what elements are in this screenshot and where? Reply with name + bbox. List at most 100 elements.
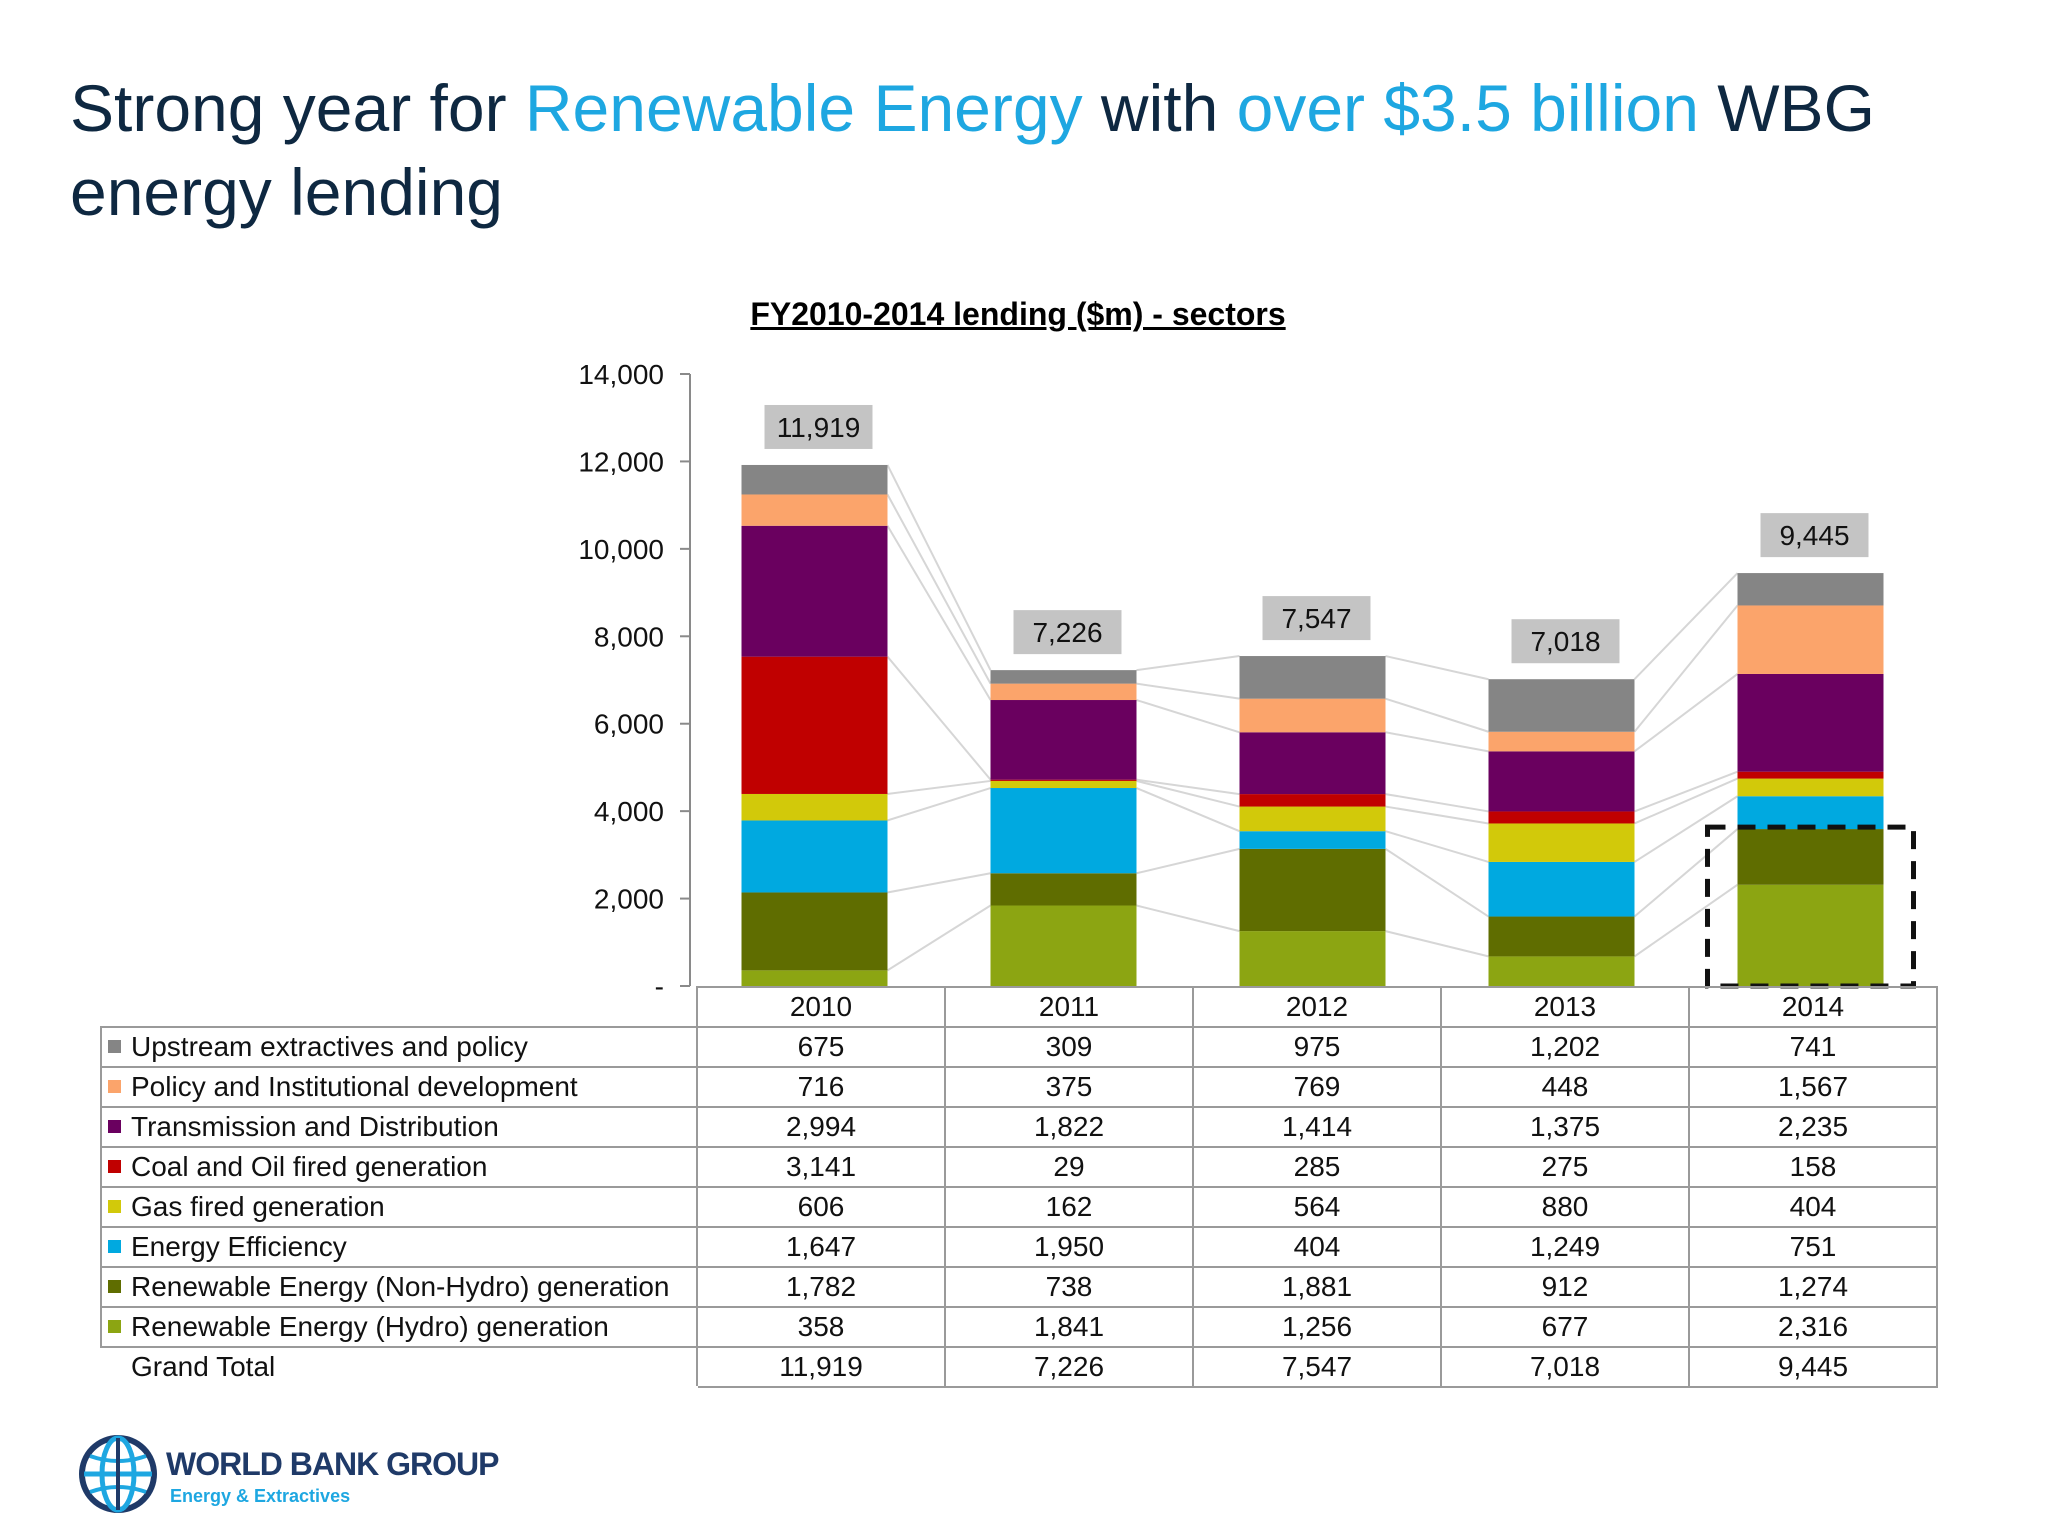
legend-label: Coal and Oil fired generation: [131, 1151, 488, 1182]
data-label: 375: [944, 1066, 1194, 1108]
connector-line: [1384, 848, 1490, 918]
connector-line: [1385, 793, 1489, 813]
x-tick-label: 2010: [696, 986, 946, 1028]
total-value: 7,018: [1440, 1346, 1690, 1388]
legend-label: Upstream extractives and policy: [131, 1031, 528, 1062]
legend-entry: Energy Efficiency: [100, 1226, 698, 1268]
data-label: 1,202: [1440, 1026, 1690, 1068]
connector-line: [1634, 770, 1738, 813]
globe-icon: [79, 1435, 157, 1513]
data-label: 564: [1192, 1186, 1442, 1228]
table-total-row: Grand Total 11,919 7,226 7,547 7,018 9,445: [100, 1346, 1938, 1388]
connector-line: [887, 872, 991, 894]
data-label: 1,256: [1192, 1306, 1442, 1348]
data-label: 404: [1688, 1186, 1938, 1228]
table-corner: [101, 987, 697, 1027]
data-label: 1,647: [696, 1226, 946, 1268]
data-label: 2,994: [696, 1106, 946, 1148]
total-row-label: Grand Total: [100, 1346, 698, 1388]
connector-line: [886, 904, 992, 972]
data-label: 675: [696, 1026, 946, 1068]
total-value: 7,226: [944, 1346, 1194, 1388]
legend-swatch: [108, 1240, 121, 1254]
bar-segment: [1488, 916, 1635, 957]
bar-segment: [1737, 673, 1884, 772]
connector-line: [1633, 883, 1739, 958]
logo-name: WORLD BANK GROUP: [166, 1446, 499, 1482]
y-tick-label: 10,000: [578, 534, 664, 565]
data-label: 404: [1192, 1226, 1442, 1268]
total-value: 7,547: [1192, 1346, 1442, 1388]
x-tick-label: 2012: [1192, 986, 1442, 1028]
bar-segment: [1737, 605, 1884, 674]
table-header-row: 2010 2011 2012 2013 2014: [101, 986, 1938, 1028]
legend-swatch: [108, 1040, 121, 1054]
connector-line: [1136, 699, 1240, 734]
legend-entry: Renewable Energy (Hydro) generation: [100, 1306, 698, 1348]
highlight-dashed-box: [1705, 824, 1916, 989]
bar-stacks: [741, 464, 1884, 986]
y-axis: - 2,000 4,000 6,000 8,000 10,000 12,000 14,000: [578, 359, 691, 1002]
data-label: 158: [1688, 1146, 1938, 1188]
connector-line: [1385, 830, 1489, 863]
bar-segment: [990, 700, 1137, 780]
total-label: 9,445: [1779, 520, 1849, 551]
x-tick-label: 2013: [1440, 986, 1690, 1028]
bar-segment: [1488, 731, 1635, 752]
legend-label: Gas fired generation: [131, 1191, 385, 1222]
total-label-box: [764, 404, 873, 449]
data-label: 162: [944, 1186, 1194, 1228]
data-label: 912: [1440, 1266, 1690, 1308]
x-tick-label: 2014: [1688, 986, 1938, 1028]
data-label: 880: [1440, 1186, 1690, 1228]
data-label: 741: [1688, 1026, 1938, 1068]
data-label: 1,414: [1192, 1106, 1442, 1148]
connector-line: [886, 464, 992, 671]
total-label-box: [1760, 513, 1869, 558]
data-label: 1,274: [1688, 1266, 1938, 1308]
connector-line: [1136, 682, 1240, 700]
total-value: 9,445: [1688, 1346, 1938, 1388]
table-row: Transmission and Distribution 2,994 1,822 1…: [100, 1106, 1938, 1148]
bar-segment: [1488, 956, 1635, 986]
connector-line: [1136, 779, 1240, 808]
y-tick-label: -: [655, 971, 664, 1002]
total-label-box: [1262, 596, 1371, 641]
legend-label: Renewable Energy (Non-Hydro) generation: [131, 1271, 670, 1302]
legend-label: Transmission and Distribution: [131, 1111, 499, 1142]
connector-line: [887, 779, 991, 795]
connector-line: [1385, 731, 1489, 753]
legend-label: Renewable Energy (Hydro) generation: [131, 1311, 609, 1342]
y-tick-label: 14,000: [578, 359, 664, 390]
legend-entry: Gas fired generation: [100, 1186, 698, 1228]
data-label: 285: [1192, 1146, 1442, 1188]
bar-segment: [990, 905, 1137, 986]
title-highlight-renewable: Renewable Energy: [524, 71, 1083, 145]
legend-swatch: [108, 1280, 121, 1294]
data-label: 275: [1440, 1146, 1690, 1188]
legend-label: Policy and Institutional development: [131, 1071, 578, 1102]
title-part-5: WBG energy lending: [70, 71, 1875, 229]
bar-segment: [741, 892, 888, 971]
data-label: 1,881: [1192, 1266, 1442, 1308]
bar-segment: [741, 820, 888, 893]
bar-segment: [1737, 778, 1884, 797]
bar-segment: [990, 780, 1137, 789]
data-label: 975: [1192, 1026, 1442, 1068]
legend-swatch: [108, 1200, 121, 1214]
table-row: Renewable Energy (Hydro) generation 358 1,…: [100, 1306, 1938, 1348]
legend-entry: Upstream extractives and policy: [100, 1026, 698, 1068]
bar-segment: [990, 683, 1137, 701]
total-label: 11,919: [777, 412, 861, 443]
data-label: 2,235: [1688, 1106, 1938, 1148]
table-row: Coal and Oil fired generation 3,141 29 285 2…: [100, 1146, 1938, 1188]
data-label: 1,841: [944, 1306, 1194, 1348]
bar-segment: [1488, 751, 1635, 812]
data-table: 2010 2011 2012 2013 2014 Upstream extractives…: [100, 986, 1938, 1388]
data-label: 769: [1192, 1066, 1442, 1108]
connector-line: [886, 493, 992, 685]
legend-entry: Transmission and Distribution: [100, 1106, 698, 1148]
y-tick-label: 4,000: [594, 796, 664, 827]
connector-line: [887, 787, 991, 822]
bar-segment: [741, 793, 888, 821]
